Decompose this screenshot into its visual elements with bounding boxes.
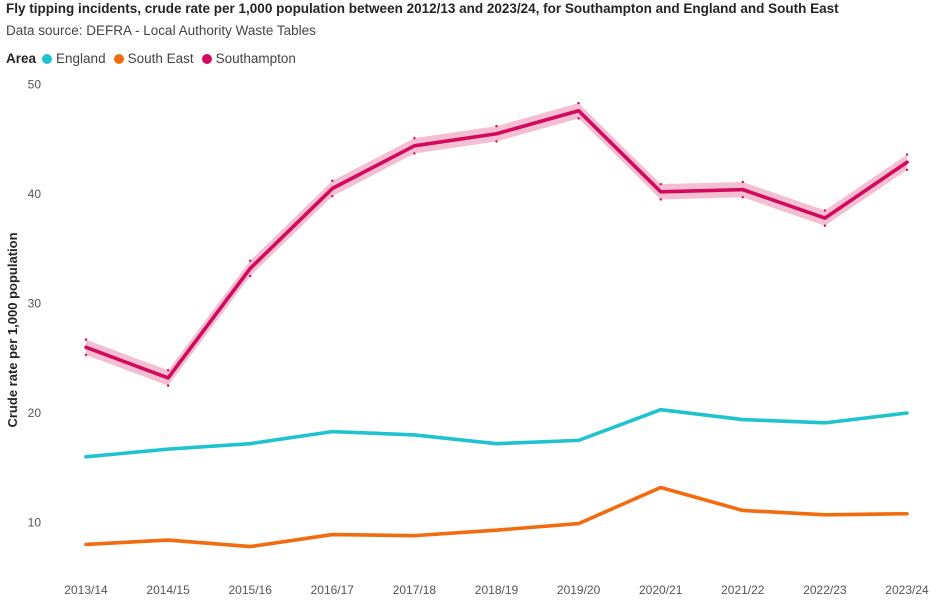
confidence-bound-marker	[331, 194, 334, 198]
confidence-bound-marker	[905, 168, 909, 172]
data-point-south-east[interactable]	[901, 508, 913, 520]
data-point-england[interactable]	[655, 404, 667, 416]
chart-subtitle: Data source: DEFRA - Local Authority Was…	[6, 23, 316, 38]
confidence-bound-marker	[331, 179, 334, 183]
data-point-england[interactable]	[80, 451, 92, 463]
confidence-bound-marker	[84, 353, 88, 357]
x-tick-label: 2018/19	[475, 583, 519, 597]
confidence-bound-marker	[905, 153, 909, 156]
y-tick-label: 30	[28, 297, 42, 311]
legend-item-england[interactable]: England	[42, 51, 106, 66]
x-tick-label: 2019/20	[557, 583, 601, 597]
confidence-bound-marker	[577, 117, 580, 120]
line-southampton[interactable]	[84, 108, 909, 380]
data-point-south-east[interactable]	[80, 538, 92, 550]
confidence-bound-marker	[495, 140, 498, 143]
data-point-southampton[interactable]	[80, 341, 92, 353]
series-southampton	[80, 101, 913, 387]
legend-marker-southampton	[201, 53, 212, 64]
legend-label-england: England	[56, 51, 106, 66]
data-point-england[interactable]	[162, 443, 174, 455]
data-point-england[interactable]	[491, 438, 503, 450]
confidence-bound-marker	[577, 101, 580, 105]
line-england[interactable]	[84, 407, 909, 459]
y-axis: 10 20 30 40 50	[28, 78, 42, 530]
data-point-south-east[interactable]	[737, 504, 749, 516]
data-point-england[interactable]	[408, 429, 420, 441]
legend-label-southampton: Southampton	[215, 51, 296, 66]
x-tick-label: 2015/16	[229, 583, 273, 597]
data-point-southampton[interactable]	[244, 262, 256, 274]
y-axis-label: Crude rate per 1,000 population	[5, 232, 20, 427]
x-tick-label: 2017/18	[393, 583, 437, 597]
confidence-band-southampton	[86, 103, 907, 386]
confidence-bound-marker	[166, 384, 170, 387]
x-tick-label: 2013/14	[64, 583, 108, 597]
data-point-southampton[interactable]	[901, 156, 913, 168]
y-tick-label: 50	[28, 78, 42, 92]
confidence-bound-marker	[84, 338, 88, 341]
confidence-bound-marker	[741, 180, 744, 184]
confidence-bound-marker	[659, 198, 662, 201]
data-point-south-east[interactable]	[162, 534, 174, 546]
confidence-bound-marker	[659, 182, 662, 186]
data-point-south-east[interactable]	[326, 529, 338, 541]
legend-label-south-east: South East	[127, 51, 194, 66]
data-point-south-east[interactable]	[819, 509, 831, 521]
chart-title: Fly tipping incidents, crude rate per 1,…	[6, 1, 839, 16]
y-tick-label: 40	[28, 187, 42, 201]
data-point-south-east[interactable]	[573, 518, 585, 530]
x-tick-label: 2020/21	[639, 583, 683, 597]
data-point-southampton[interactable]	[326, 183, 338, 195]
confidence-bound-marker	[823, 209, 827, 212]
data-point-england[interactable]	[819, 417, 831, 429]
confidence-bound-marker	[413, 136, 416, 140]
data-point-england[interactable]	[326, 426, 338, 438]
data-point-england[interactable]	[244, 438, 256, 450]
chart-legend: Area England South East Southampton	[6, 51, 304, 66]
legend-title: Area	[6, 51, 37, 66]
data-point-southampton[interactable]	[737, 184, 749, 196]
legend-marker-england	[42, 53, 53, 64]
confidence-bound-marker	[823, 224, 827, 227]
legend-item-south-east[interactable]: South East	[113, 51, 194, 66]
data-point-southampton[interactable]	[408, 140, 420, 152]
y-tick-label: 20	[28, 406, 42, 420]
data-point-south-east[interactable]	[408, 530, 420, 542]
x-tick-label: 2021/22	[721, 583, 765, 597]
y-tick-label: 10	[28, 516, 42, 530]
confidence-bound-marker	[166, 369, 170, 372]
confidence-bound-marker	[249, 259, 252, 262]
confidence-bound-marker	[741, 196, 744, 199]
legend-item-southampton[interactable]: Southampton	[201, 51, 296, 66]
legend-marker-south-east	[113, 53, 124, 64]
data-point-southampton[interactable]	[573, 105, 585, 117]
confidence-bound-marker	[413, 152, 416, 155]
data-point-southampton[interactable]	[655, 186, 667, 198]
data-point-south-east[interactable]	[244, 541, 256, 553]
confidence-bound-marker	[249, 274, 252, 278]
data-point-southampton[interactable]	[819, 212, 831, 224]
data-point-south-east[interactable]	[491, 524, 503, 536]
series-south-east	[80, 481, 913, 553]
x-axis: 2013/14 2014/15 2015/16 2016/17 2017/18 2018/…	[64, 583, 929, 597]
x-tick-label: 2016/17	[311, 583, 355, 597]
line-south-east[interactable]	[84, 485, 909, 549]
data-point-southampton[interactable]	[491, 128, 503, 140]
confidence-bound-marker	[495, 124, 498, 128]
series-layer	[80, 101, 913, 553]
data-point-england[interactable]	[737, 414, 749, 426]
data-point-southampton[interactable]	[162, 372, 174, 384]
x-tick-label: 2022/23	[803, 583, 847, 597]
data-point-south-east[interactable]	[655, 481, 667, 493]
x-tick-label: 2014/15	[146, 583, 190, 597]
data-point-england[interactable]	[901, 407, 913, 419]
data-point-england[interactable]	[573, 434, 585, 446]
series-england	[80, 404, 913, 463]
x-tick-label: 2023/24	[885, 583, 929, 597]
